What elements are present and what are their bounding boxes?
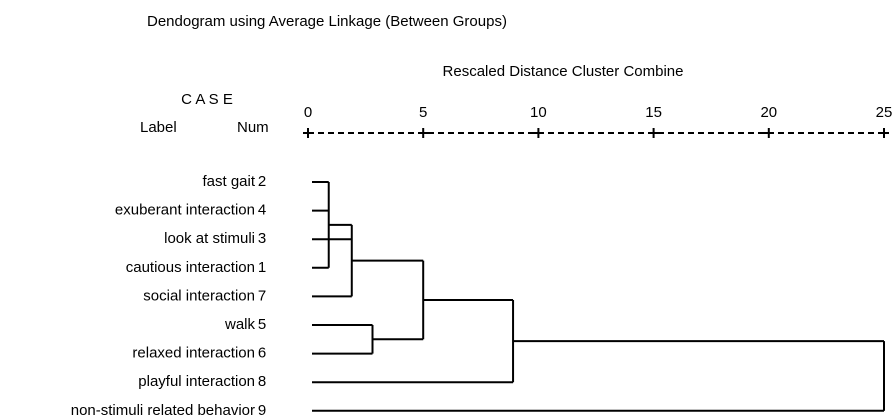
x-tick-label: 0 <box>304 104 312 121</box>
tick-mark <box>418 128 429 138</box>
label-header: Label <box>140 119 177 136</box>
leaf-label: social interaction <box>143 287 255 304</box>
x-tick-label: 15 <box>645 104 662 121</box>
x-tick-label: 10 <box>530 104 547 121</box>
chart-title: Dendogram using Average Linkage (Between… <box>147 13 507 30</box>
leaf-label: cautious interaction <box>126 259 255 276</box>
tick-mark <box>648 128 659 138</box>
tick-mark <box>763 128 774 138</box>
tick-mark <box>303 128 313 138</box>
leaf-label: look at stimuli <box>164 230 255 247</box>
leaf-label: exuberant interaction <box>115 202 255 219</box>
leaf-num: 8 <box>258 373 266 390</box>
leaf-num: 6 <box>258 345 266 362</box>
x-tick-label: 20 <box>760 104 777 121</box>
leaf-num: 7 <box>258 287 266 304</box>
tick-mark <box>879 128 889 138</box>
leaf-label: non-stimuli related behavior <box>71 402 255 419</box>
x-tick-label: 25 <box>876 104 893 121</box>
leaf-num: 5 <box>258 316 266 333</box>
leaf-num: 3 <box>258 230 266 247</box>
leaf-num: 9 <box>258 402 266 419</box>
leaf-num: 2 <box>258 173 266 190</box>
leaf-label: playful interaction <box>138 373 255 390</box>
leaf-label: walk <box>224 316 256 333</box>
x-axis-label: Rescaled Distance Cluster Combine <box>443 63 684 80</box>
leaf-label: fast gait <box>202 173 255 190</box>
num-header: Num <box>237 119 269 136</box>
leaf-label: relaxed interaction <box>132 345 255 362</box>
tick-mark <box>533 128 544 138</box>
leaf-num: 1 <box>258 259 266 276</box>
case-header: C A S E <box>181 91 233 108</box>
leaf-num: 4 <box>258 202 266 219</box>
x-tick-label: 5 <box>419 104 427 121</box>
